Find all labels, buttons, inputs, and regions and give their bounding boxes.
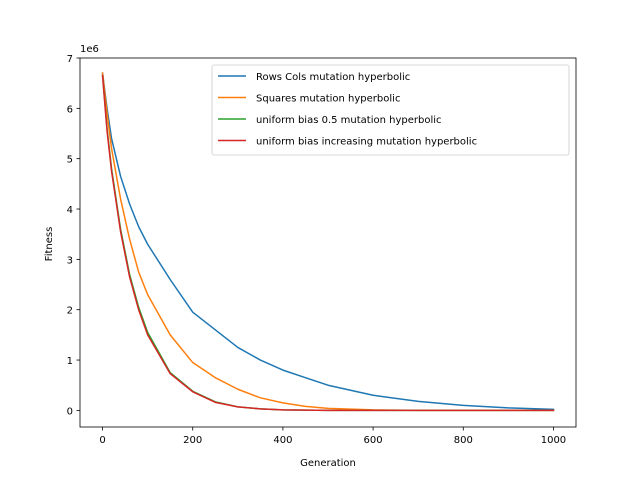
y-tick-label: 3 [67, 255, 73, 266]
legend-label-3: uniform bias 0.5 mutation hyperbolic [256, 115, 442, 126]
y-tick-label: 0 [67, 406, 73, 417]
axes-spines [79, 57, 577, 428]
series-layer [101, 72, 555, 412]
legend: Rows Cols mutation hyperbolic Squares mut… [211, 64, 570, 156]
y-tick-label: 1 [67, 356, 73, 367]
y-tick-label: 5 [67, 155, 73, 166]
y-axis-offset-label: 1e6 [80, 44, 99, 55]
series-line-4 [101, 74, 555, 412]
legend-box [211, 64, 570, 156]
series-line-1 [101, 72, 555, 411]
axes-frame [79, 57, 577, 428]
y-tick-label: 4 [67, 205, 73, 216]
x-tick-label: 600 [364, 435, 383, 446]
x-axis-label: Generation [300, 458, 356, 469]
x-tick-label: 200 [183, 435, 202, 446]
y-axis-ticks: 0 1 2 3 4 5 6 7 [67, 54, 80, 417]
x-axis-ticks: 0 200 400 600 800 1000 [99, 427, 566, 446]
x-tick-label: 800 [454, 435, 473, 446]
y-tick-label: 7 [67, 54, 73, 65]
y-tick-label: 6 [67, 104, 73, 115]
x-tick-label: 0 [99, 435, 105, 446]
x-tick-label: 1000 [541, 435, 566, 446]
legend-label-2: Squares mutation hyperbolic [256, 94, 400, 105]
x-tick-label: 400 [273, 435, 292, 446]
legend-label-4: uniform bias increasing mutation hyperbo… [256, 137, 477, 148]
y-tick-label: 2 [67, 306, 73, 317]
y-axis-label: Fitness [44, 227, 55, 262]
legend-label-1: Rows Cols mutation hyperbolic [256, 72, 410, 83]
